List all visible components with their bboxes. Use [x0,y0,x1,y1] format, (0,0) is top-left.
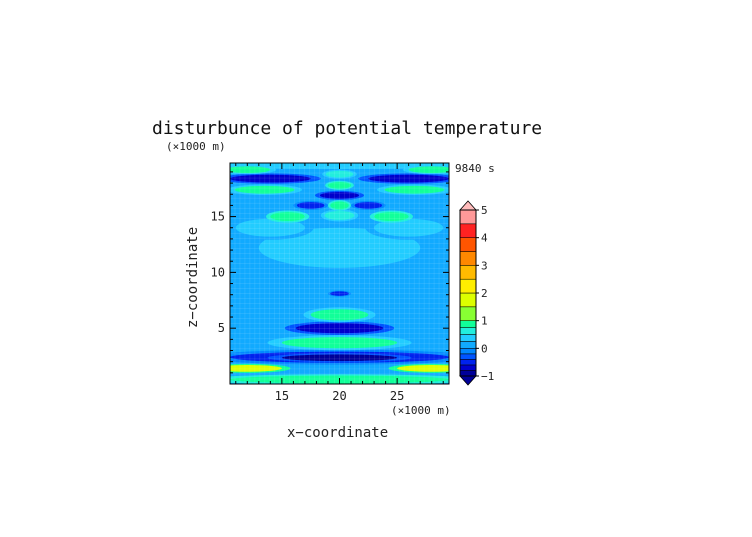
y-unit-label: (×1000 m) [166,140,226,153]
colorbar-swatch [459,353,477,360]
colorbar-tick-label: 1 [481,315,488,328]
colorbar-swatch [459,223,477,238]
heatmap-contour [330,201,349,210]
colorbar-swatch [459,237,477,252]
heatmap-contour [235,218,305,237]
heatmap-contour [270,212,305,222]
time-label: 9840 s [455,162,495,175]
colorbar-swatch [459,364,477,371]
heatmap-contour [319,192,360,199]
heatmap-contour [397,365,449,372]
colorbar: 5 4 3 2 1 0 −1 [459,200,494,386]
x-tick-label: 15 [275,389,289,403]
colorbar-extend-min [459,375,477,386]
heatmap-contour [330,291,349,296]
chart-title: disturbunce of potential temperature [152,118,542,139]
heatmap-contour [296,202,325,209]
heatmap-contour [230,365,282,372]
colorbar-swatch [459,334,477,342]
heatmap-contour [230,174,311,183]
heatmap-contour [374,218,444,237]
y-axis-label: z−coordinate [185,227,201,328]
y-tick-label: 15 [211,210,225,224]
x-unit-label: (×1000 m) [391,404,451,417]
heatmap-contour [295,323,384,334]
heatmap-contour [374,212,409,222]
heatmap-contour [234,185,295,194]
heatmap-contour [384,185,445,194]
heatmap-contour [325,170,354,178]
colorbar-swatch [459,359,477,366]
colorbar-swatch [459,292,477,308]
heatmap-contour [368,174,449,183]
heatmap-contour [230,166,271,174]
heatmap-contour [258,227,421,268]
y-tick-label: 10 [211,265,225,279]
y-axis-ticks: 5 10 15 [211,171,449,374]
heatmap-contour [310,309,369,321]
heatmap-contour [281,337,398,349]
x-axis-ticks: 15 20 25 [235,163,444,403]
colorbar-swatch [459,278,477,294]
colorbar-tick-label: 2 [481,287,488,300]
colorbar-swatch [459,370,477,377]
colorbar-tick-label: 3 [481,259,488,272]
colorbar-swatch [459,306,477,321]
colorbar-swatch [459,341,477,349]
heatmap-contour [324,210,355,220]
colorbar-swatch [459,209,477,225]
colorbar-swatch [459,327,477,335]
colorbar-swatch [459,348,477,355]
plot-area: 15 20 25 5 10 15 [211,162,450,403]
colorbar-tick-label: 5 [481,204,488,217]
x-axis-label: x−coordinate [287,425,388,441]
heatmap-contour [327,181,352,189]
x-tick-label: 25 [390,389,404,403]
heatmap-field [230,163,449,384]
colorbar-swatch [459,265,477,280]
colorbar-tick-label: 0 [481,342,488,355]
heatmap-contour [281,354,398,362]
colorbar-extend-max [459,200,477,211]
colorbar-tick-label: −1 [481,370,494,383]
colorbar-swatch [459,251,477,266]
grid-lines [230,163,449,384]
heatmap-contour [408,166,449,174]
colorbar-tick-label: 4 [481,232,488,245]
y-tick-label: 5 [218,321,225,335]
colorbar-swatch [459,320,477,328]
x-tick-label: 20 [332,389,346,403]
heatmap-contour [354,202,383,209]
